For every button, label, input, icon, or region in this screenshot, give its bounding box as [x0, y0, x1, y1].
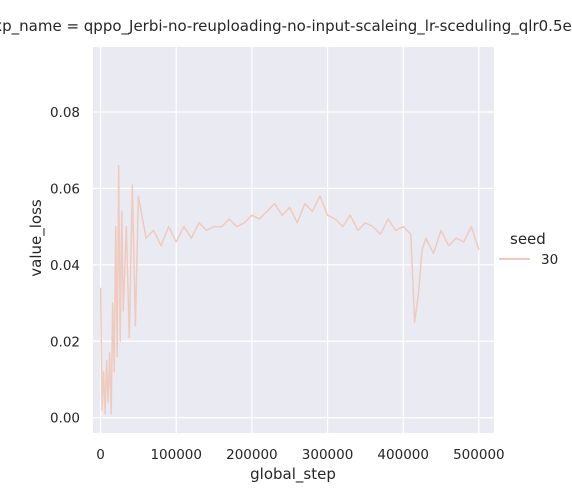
grid-lines: [93, 47, 494, 433]
y-tick-label: 0.00: [50, 411, 80, 427]
x-axis-ticks: 0 100000 200000 300000 400000 500000: [96, 447, 504, 463]
x-tick-label: 300000: [302, 447, 354, 463]
legend-label-30: 30: [541, 252, 558, 268]
y-tick-label: 0.06: [50, 181, 80, 197]
series-layer: [99, 164, 480, 415]
legend-title: seed: [510, 230, 546, 248]
x-tick-label: 100000: [150, 447, 202, 463]
x-tick-label: 500000: [453, 447, 505, 463]
x-tick-label: 0: [96, 447, 105, 463]
chart-title: exp_name = qppo_Jerbi-no-reuploading-no-…: [0, 17, 572, 36]
plot-background: [93, 47, 494, 433]
x-tick-label: 400000: [377, 447, 429, 463]
x-axis-label: global_step: [250, 465, 336, 484]
y-tick-label: 0.02: [50, 334, 80, 350]
y-axis-label: value_loss: [27, 199, 46, 277]
y-axis-ticks: 0.00 0.02 0.04 0.06 0.08: [50, 105, 80, 427]
legend: seed 30: [499, 230, 558, 268]
series-line-30: [99, 164, 480, 415]
y-tick-label: 0.04: [50, 258, 80, 274]
y-tick-label: 0.08: [50, 105, 80, 121]
x-tick-label: 200000: [226, 447, 278, 463]
